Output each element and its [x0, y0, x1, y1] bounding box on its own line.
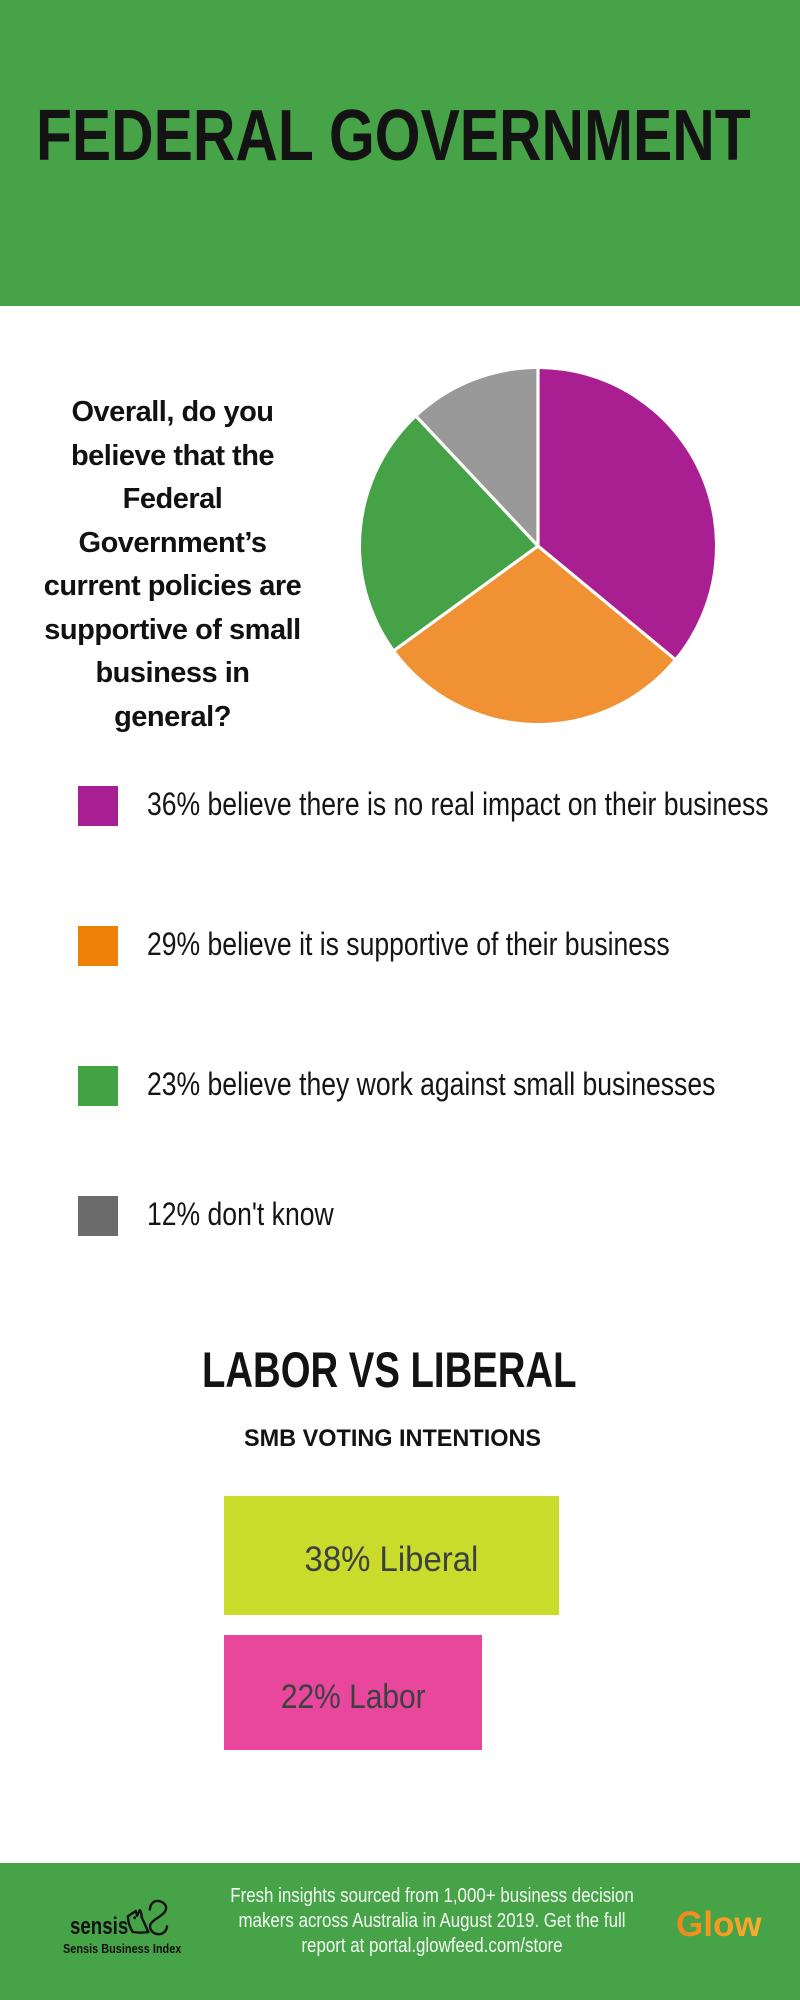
svg-text:sensis: sensis [70, 1913, 128, 1940]
